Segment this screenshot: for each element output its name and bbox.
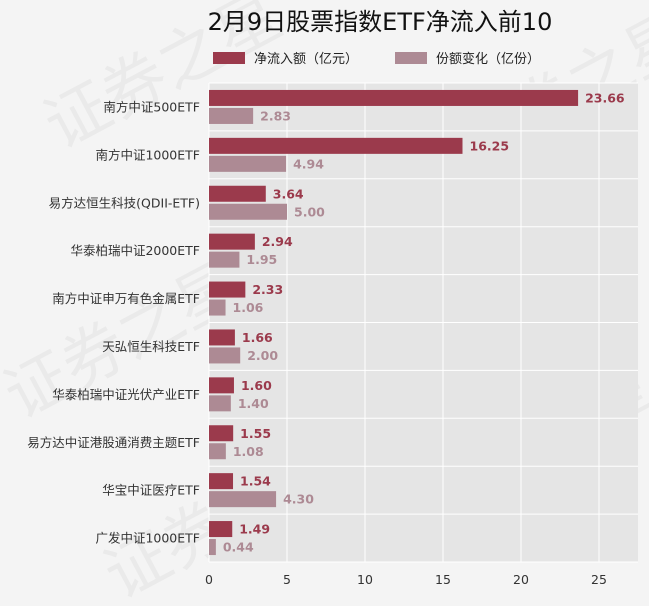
legend-label-0: 净流入额（亿元）: [254, 52, 358, 67]
chart-title: 2月9日股票指数ETF净流入前10: [208, 8, 553, 36]
bar-series1-0: [209, 107, 254, 124]
bar-series1-3: [209, 251, 240, 268]
data-label-series1-7: 1.08: [233, 444, 264, 459]
category-label-4: 南方中证申万有色金属ETF: [52, 291, 200, 306]
data-label-series1-3: 1.95: [246, 252, 277, 267]
data-label-series0-6: 1.60: [241, 378, 272, 393]
legend-label-1: 份额变化（亿份）: [436, 51, 540, 67]
bar-series1-6: [209, 395, 231, 412]
bar-series0-5: [209, 329, 235, 346]
bar-series1-9: [209, 539, 216, 556]
data-label-series0-2: 3.64: [273, 186, 304, 201]
category-labels: 南方中证500ETF 南方中证1000ETF 易方达恒生科技(QDII-ETF) 华泰…: [27, 99, 200, 545]
bar-series1-1: [209, 155, 287, 172]
bar-series0-1: [209, 137, 463, 154]
bar-series0-3: [209, 233, 255, 250]
bar-series1-2: [209, 203, 287, 220]
bar-series0-4: [209, 281, 246, 298]
data-label-series0-0: 23.66: [585, 90, 625, 105]
data-label-series0-9: 1.49: [239, 522, 270, 537]
x-axis-ticks: 0 5 10 15 20 25: [205, 572, 607, 587]
bar-series0-6: [209, 377, 234, 394]
bar-series0-9: [209, 521, 233, 538]
x-tick-label-3: 15: [435, 572, 451, 587]
category-label-3: 华泰柏瑞中证2000ETF: [70, 243, 200, 258]
category-label-0: 南方中证500ETF: [103, 99, 200, 114]
x-tick-label-1: 5: [283, 572, 291, 587]
data-label-series0-3: 2.94: [262, 234, 293, 249]
data-label-series0-7: 1.55: [240, 426, 271, 441]
legend-swatch-0: [213, 52, 245, 64]
data-label-series1-1: 4.94: [293, 156, 324, 171]
data-labels: 23.66 2.83 16.25 4.94 3.64 5.002.94 1.95 2.33 1.…: [223, 90, 625, 554]
category-label-1: 南方中证1000ETF: [95, 147, 200, 162]
data-label-series1-8: 4.30: [283, 492, 314, 507]
legend: 净流入额（亿元） 份额变化（亿份）: [213, 51, 540, 67]
data-label-series1-0: 2.83: [260, 108, 291, 123]
bar-series1-4: [209, 299, 226, 316]
data-label-series0-8: 1.54: [240, 474, 271, 489]
category-label-7: 易方达中证港股通消费主题ETF: [27, 435, 200, 450]
bar-series0-0: [209, 89, 579, 106]
bar-series0-8: [209, 473, 234, 490]
legend-swatch-1: [395, 52, 427, 64]
gridlines: [208, 82, 638, 563]
category-label-5: 天弘恒生科技ETF: [102, 339, 200, 354]
data-label-series1-9: 0.44: [223, 540, 254, 555]
category-label-2: 易方达恒生科技(QDII-ETF): [49, 195, 200, 210]
x-tick-label-0: 0: [205, 572, 213, 587]
x-tick-label-4: 20: [513, 572, 529, 587]
data-label-series0-1: 16.25: [470, 138, 510, 153]
data-label-series1-4: 1.06: [233, 300, 264, 315]
bars: [209, 89, 579, 556]
data-label-series1-6: 1.40: [238, 396, 269, 411]
category-label-8: 华宝中证医疗ETF: [102, 483, 200, 498]
data-label-series1-2: 5.00: [294, 204, 325, 219]
bar-series0-7: [209, 425, 234, 442]
bar-series1-7: [209, 443, 226, 460]
category-label-6: 华泰柏瑞中证光伏产业ETF: [52, 387, 200, 402]
x-tick-label-2: 10: [357, 572, 373, 587]
category-label-9: 广发中证1000ETF: [95, 531, 200, 546]
data-label-series0-4: 2.33: [252, 282, 283, 297]
bar-series1-5: [209, 347, 241, 364]
bar-series0-2: [209, 185, 266, 202]
data-label-series0-5: 1.66: [242, 330, 273, 345]
data-label-series1-5: 2.00: [247, 348, 278, 363]
x-tick-label-5: 25: [591, 572, 607, 587]
bar-series1-8: [209, 491, 277, 508]
